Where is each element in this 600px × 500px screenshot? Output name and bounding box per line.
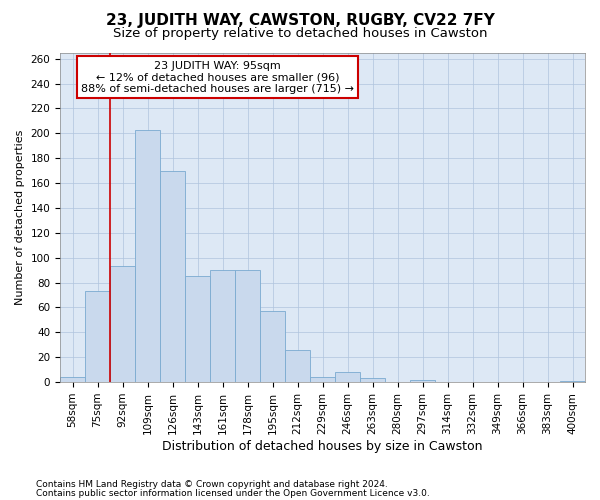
Bar	[235, 270, 260, 382]
Text: 23 JUDITH WAY: 95sqm
← 12% of detached houses are smaller (96)
88% of semi-detac: 23 JUDITH WAY: 95sqm ← 12% of detached h…	[81, 60, 354, 94]
Bar	[560, 381, 585, 382]
Bar	[60, 377, 85, 382]
Bar	[360, 378, 385, 382]
X-axis label: Distribution of detached houses by size in Cawston: Distribution of detached houses by size …	[162, 440, 483, 452]
Bar	[410, 380, 435, 382]
Text: Contains HM Land Registry data © Crown copyright and database right 2024.: Contains HM Land Registry data © Crown c…	[36, 480, 388, 489]
Bar	[335, 372, 360, 382]
Bar	[135, 130, 160, 382]
Bar	[110, 266, 135, 382]
Bar	[260, 311, 285, 382]
Text: 23, JUDITH WAY, CAWSTON, RUGBY, CV22 7FY: 23, JUDITH WAY, CAWSTON, RUGBY, CV22 7FY	[106, 12, 494, 28]
Bar	[185, 276, 210, 382]
Text: Contains public sector information licensed under the Open Government Licence v3: Contains public sector information licen…	[36, 488, 430, 498]
Bar	[310, 377, 335, 382]
Bar	[160, 170, 185, 382]
Y-axis label: Number of detached properties: Number of detached properties	[15, 130, 25, 305]
Bar	[210, 270, 235, 382]
Bar	[85, 292, 110, 382]
Bar	[285, 350, 310, 382]
Text: Size of property relative to detached houses in Cawston: Size of property relative to detached ho…	[113, 28, 487, 40]
